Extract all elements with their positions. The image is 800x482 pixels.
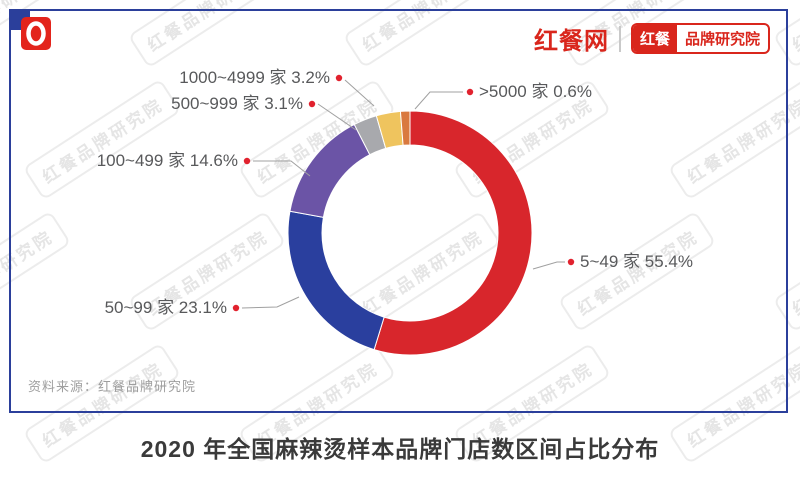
brand-research-badge: 红餐 品牌研究院 [630, 23, 770, 54]
badge-left-label: 红餐 [632, 25, 677, 52]
chart-frame-border [9, 9, 788, 413]
hongcan-logo [21, 17, 51, 50]
badge-right-label: 品牌研究院 [684, 31, 760, 48]
site-name-logo: 红餐网 [533, 28, 609, 55]
chart-title: 2020 年全国麻辣烫样本品牌门店数区间占比分布 [140, 436, 660, 462]
bowl-o-icon [26, 21, 46, 46]
header-divider [618, 25, 621, 52]
data-source-note: 资料来源：红餐品牌研究院 [28, 379, 197, 394]
header-brand-group: 红餐网 红餐 品牌研究院 [534, 21, 770, 56]
